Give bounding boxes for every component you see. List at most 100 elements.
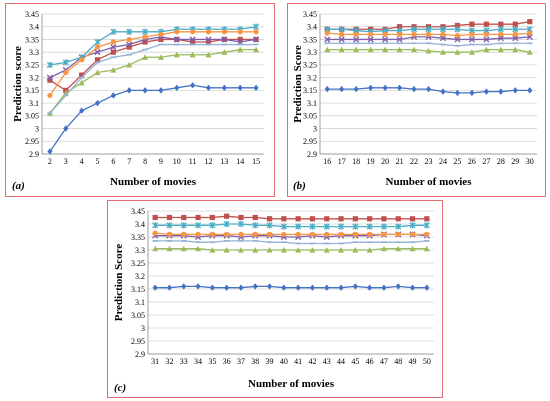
chart-c-series-5-point bbox=[180, 222, 187, 229]
chart-c-series-5-point bbox=[323, 223, 330, 230]
chart-panel-c: 2.9 2.95 3 3.05 3.1 3.15 3.2 3.25 3.3 3.35 3.4 3.45… bbox=[107, 200, 443, 398]
chart-b-series-1-point bbox=[527, 87, 533, 94]
chart-b-series-1 bbox=[324, 84, 533, 97]
chart-c-svg: 2.9 2.95 3 3.05 3.1 3.15 3.2 3.25 3.3 3.35 3.4 3.45… bbox=[113, 207, 434, 394]
chart-b-series-3-point bbox=[382, 46, 389, 53]
chart-a-series-1-point bbox=[110, 92, 116, 99]
chart-c-series-2-point bbox=[266, 216, 273, 222]
chart-c-x-tick-label: 40 bbox=[280, 357, 288, 366]
chart-a-series-4-point bbox=[94, 49, 101, 56]
chart-c-x-tick-label: 35 bbox=[208, 357, 216, 366]
chart-a-panel-label: (a) bbox=[12, 180, 25, 192]
chart-c-series-6-point bbox=[281, 231, 287, 237]
chart-a-x-axis-title: Number of movies bbox=[110, 176, 197, 188]
chart-a-series-5-point bbox=[142, 28, 149, 36]
chart-a-series-6-point bbox=[237, 29, 243, 35]
chart-c-series-6-point bbox=[324, 231, 330, 237]
chart-a-series-1-point bbox=[190, 82, 196, 89]
chart-c-series-2-point bbox=[281, 216, 287, 222]
chart-b-series-3-point bbox=[497, 46, 504, 53]
chart-b-series-2-point bbox=[483, 21, 489, 27]
chart-b-x-tick-label: 28 bbox=[497, 157, 505, 166]
chart-b-series-4-point bbox=[338, 36, 345, 43]
chart-a-y-tick-label: 3.15 bbox=[25, 86, 39, 95]
chart-b-svg: 2.9 2.95 3 3.05 3.1 3.15 3.2 3.25 3.3 3.35 3.4 3.45… bbox=[292, 10, 537, 192]
chart-c-series-2-point bbox=[409, 216, 416, 222]
chart-a-series-1-point bbox=[94, 99, 101, 107]
chart-a-series-1-point bbox=[142, 87, 148, 94]
chart-c-x-tick-label: 37 bbox=[237, 357, 245, 366]
chart-c-series-3-point bbox=[237, 247, 244, 253]
chart-c-series-3-point bbox=[323, 247, 330, 253]
chart-a-y-tick-label: 3.2 bbox=[29, 73, 39, 82]
chart-c-series-6 bbox=[152, 230, 430, 237]
chart-b-y-tick-label: 3.25 bbox=[303, 61, 317, 70]
chart-b-series-3-point bbox=[454, 49, 461, 55]
chart-a-series-6-point bbox=[174, 29, 180, 35]
chart-b-series-4-point bbox=[468, 36, 475, 43]
chart-a-series-6-point bbox=[94, 44, 101, 50]
chart-a-series-1-point bbox=[253, 84, 259, 92]
chart-b-series-4-point bbox=[353, 36, 360, 43]
chart-c-series-6-point bbox=[424, 231, 430, 237]
chart-a-series-3-point bbox=[94, 69, 101, 76]
chart-c-series-6-point bbox=[152, 230, 158, 236]
chart-a-series-1-point bbox=[158, 87, 164, 94]
chart-c-series-2-point bbox=[352, 216, 358, 222]
chart-c-series-2-point bbox=[324, 216, 330, 222]
chart-b-x-tick-label: 20 bbox=[381, 157, 389, 166]
chart-c-series-5-point bbox=[237, 220, 245, 228]
chart-c-y-tick-label: 3 bbox=[141, 324, 145, 333]
chart-b-series-4-point bbox=[483, 36, 490, 43]
chart-a-series-5-point bbox=[62, 59, 69, 66]
chart-c-series-2-point bbox=[195, 214, 201, 221]
chart-b-series-3-point bbox=[425, 47, 432, 54]
chart-c-series-5-point bbox=[409, 222, 416, 229]
chart-c-series-6-point bbox=[224, 231, 230, 237]
chart-b-series-3-point bbox=[512, 46, 519, 53]
chart-c-x-axis-title: Number of movies bbox=[248, 378, 335, 390]
chart-c-series-1-point bbox=[395, 283, 401, 290]
chart-a-series-1-line bbox=[49, 84, 257, 152]
chart-a-y-tick-label: 3.1 bbox=[29, 99, 39, 108]
chart-a-y-tick-label: 2.95 bbox=[25, 137, 39, 146]
chart-c-y-tick-label: 3.05 bbox=[131, 311, 145, 320]
chart-a-y-tick-label: 2.9 bbox=[29, 150, 39, 159]
chart-b-series-2-point bbox=[396, 24, 403, 30]
chart-c-series-5-point bbox=[152, 222, 159, 229]
chart-b-series-6-point bbox=[353, 31, 359, 37]
chart-c-series-2-point bbox=[238, 214, 244, 221]
chart-b-series-1-point bbox=[339, 85, 345, 93]
chart-b-series-4-point bbox=[396, 36, 403, 43]
chart-b-series-5-point bbox=[512, 26, 519, 33]
chart-c-series-3-point bbox=[395, 245, 402, 252]
chart-c-series-1-point bbox=[252, 283, 258, 290]
chart-c-series-1-point bbox=[281, 284, 287, 291]
chart-c-series-6-point bbox=[266, 231, 273, 237]
chart-c-series-1-point bbox=[409, 284, 416, 291]
chart-b-y-tick-label: 2.95 bbox=[303, 137, 317, 146]
chart-a-series-4-point bbox=[221, 36, 228, 43]
chart-c-y-tick-label: 3.15 bbox=[131, 285, 145, 294]
chart-c-series-6-point bbox=[166, 231, 173, 237]
chart-b-series-1-point bbox=[512, 87, 518, 94]
chart-b-x-tick-label: 16 bbox=[323, 157, 331, 166]
chart-c-series-6-point bbox=[381, 231, 387, 237]
chart-a-series-3-line bbox=[49, 48, 257, 114]
chart-a-series-1-point bbox=[221, 84, 227, 92]
chart-c-series-5-point bbox=[423, 222, 430, 229]
chart-a-series-4-point bbox=[252, 36, 260, 43]
chart-c-series-2-point bbox=[152, 214, 158, 221]
chart-c-series-5-point bbox=[166, 222, 173, 229]
chart-b-series-5-point bbox=[454, 26, 461, 33]
chart-c-series-1 bbox=[152, 283, 430, 291]
chart-a-x-tick-label: 12 bbox=[205, 157, 213, 166]
chart-c-series-6-point bbox=[338, 231, 344, 237]
chart-a-series-4-point bbox=[126, 41, 133, 48]
chart-c-y-tick-label: 3.4 bbox=[135, 220, 145, 229]
chart-c-series-5-point bbox=[380, 223, 388, 230]
chart-a-series-3-point bbox=[237, 46, 244, 53]
chart-b-series-6-point bbox=[339, 31, 345, 37]
chart-b-y-tick-label: 3.1 bbox=[307, 99, 317, 108]
chart-c-series-5-point bbox=[280, 223, 287, 230]
